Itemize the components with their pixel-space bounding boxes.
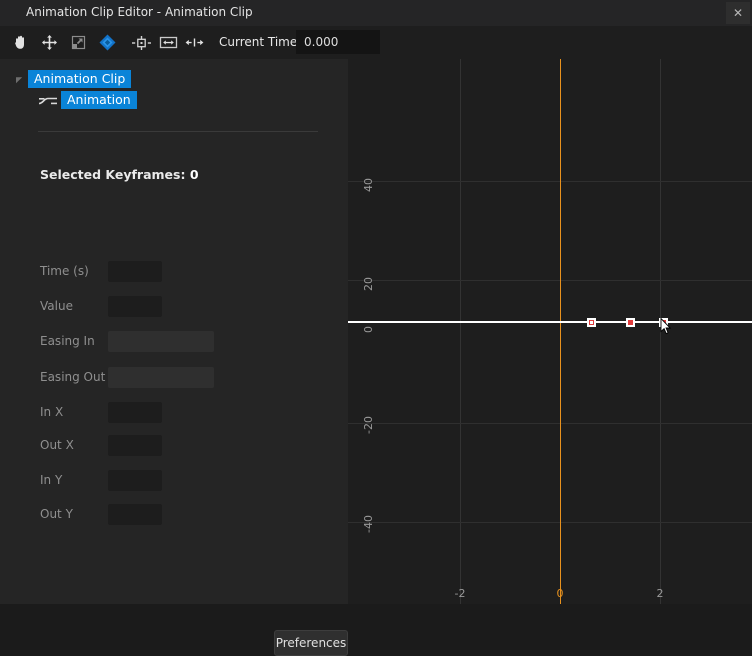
in-y-input[interactable] [108, 470, 162, 491]
move-arrows-icon [41, 34, 58, 51]
tree-item-animation[interactable]: Animation [38, 91, 137, 109]
keyframe-center [661, 320, 666, 325]
easing-out-select[interactable] [108, 367, 214, 388]
keyframe-center [589, 320, 594, 325]
y-axis-tick-label: 20 [362, 277, 375, 291]
keyframe-tool-button[interactable] [95, 30, 120, 55]
move-tool-button[interactable] [37, 30, 62, 55]
hand-icon [12, 34, 29, 51]
crosshair-icon [132, 35, 151, 51]
easing-in-select[interactable] [108, 331, 214, 352]
left-panel: Animation Clip Animation Selected Keyfra… [0, 59, 348, 656]
easing-out-label: Easing Out [40, 370, 106, 384]
tree-item-animation-label: Animation [61, 91, 137, 109]
out-x-label: Out X [40, 438, 74, 452]
snap-tool-button[interactable] [182, 30, 207, 55]
scale-tool-button[interactable] [66, 30, 91, 55]
tree-item-animation-clip[interactable]: Animation Clip [14, 70, 132, 88]
out-y-label: Out Y [40, 507, 73, 521]
keyframe-marker[interactable] [626, 318, 635, 327]
selected-keyframes-count: 0 [189, 167, 199, 182]
keyframe-marker[interactable] [659, 318, 668, 327]
keyframe-marker[interactable] [587, 318, 596, 327]
time-seconds-input[interactable] [108, 261, 162, 282]
value-label: Value [40, 299, 73, 313]
fit-width-icon [159, 35, 178, 50]
gridline-horizontal [348, 280, 752, 281]
y-axis-tick-label: -20 [362, 416, 375, 434]
center-view-tool-button[interactable] [129, 30, 154, 55]
scale-box-icon [70, 34, 87, 51]
current-time-input[interactable]: 0.000 [296, 30, 380, 54]
property-row-in-y: In Y [0, 470, 348, 492]
window-title: Animation Clip Editor - Animation Clip [26, 5, 253, 19]
close-icon[interactable]: ✕ [726, 2, 750, 24]
panel-divider [38, 131, 318, 132]
tree-item-animation-clip-label: Animation Clip [28, 70, 132, 88]
y-axis-tick-label: -40 [362, 515, 375, 533]
x-axis-tick-label: -2 [454, 587, 466, 600]
curve-graph-panel[interactable]: 40 20 0 -20 -40 -2 0 2 [348, 59, 752, 604]
fit-horizontal-tool-button[interactable] [156, 30, 181, 55]
in-x-label: In X [40, 405, 64, 419]
out-x-input[interactable] [108, 435, 162, 456]
diamond-icon [98, 33, 117, 52]
gridline-horizontal [348, 423, 752, 424]
playhead[interactable] [560, 59, 561, 604]
property-row-out-x: Out X [0, 435, 348, 457]
animation-curve-icon [38, 93, 58, 107]
in-y-label: In Y [40, 473, 63, 487]
pan-tool-button[interactable] [8, 30, 33, 55]
property-row-easing-in: Easing In [0, 331, 348, 353]
preferences-button[interactable]: Preferences [274, 630, 348, 656]
gridline-vertical [660, 59, 661, 604]
x-axis-tick-label: 0 [556, 587, 564, 600]
property-row-easing-out: Easing Out [0, 367, 348, 389]
property-row-time-seconds: Time (s) [0, 261, 348, 283]
y-axis-tick-label: 0 [362, 326, 375, 333]
x-axis-tick-label: 2 [656, 587, 664, 600]
out-y-input[interactable] [108, 504, 162, 525]
toolbar: Current Time 0.000 [0, 26, 752, 60]
keyframe-center [628, 320, 633, 325]
current-time-label: Current Time [219, 35, 298, 49]
selected-keyframes-status: Selected Keyframes: 0 [40, 167, 199, 182]
value-input[interactable] [108, 296, 162, 317]
time-seconds-label: Time (s) [40, 264, 89, 278]
animation-curve[interactable] [348, 321, 752, 323]
property-row-in-x: In X [0, 402, 348, 424]
gridline-vertical [460, 59, 461, 604]
y-axis-tick-label: 40 [362, 178, 375, 192]
triangle-down-icon[interactable] [14, 74, 25, 85]
gridline-horizontal [348, 522, 752, 523]
title-bar: Animation Clip Editor - Animation Clip ✕ [0, 0, 752, 27]
property-row-out-y: Out Y [0, 504, 348, 526]
gridline-horizontal [348, 181, 752, 182]
in-x-input[interactable] [108, 402, 162, 423]
snap-center-icon [185, 36, 204, 49]
property-row-value: Value [0, 296, 348, 318]
selected-keyframes-label: Selected Keyframes: [40, 167, 186, 182]
easing-in-label: Easing In [40, 334, 95, 348]
